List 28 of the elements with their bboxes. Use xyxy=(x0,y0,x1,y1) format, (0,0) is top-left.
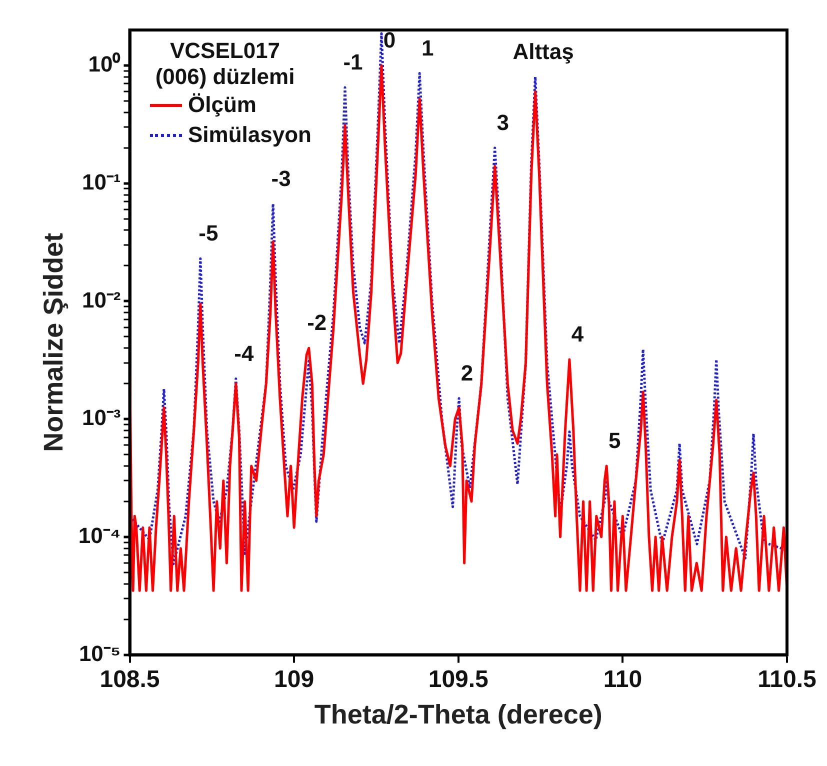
x-tick-label: 110 xyxy=(603,666,642,693)
annotation: 2 xyxy=(460,360,474,386)
y-axis-title: Normalize Şiddet xyxy=(38,232,69,452)
legend-title: VCSEL017 (006) düzlemi xyxy=(154,38,296,90)
y-tick-label: 10⁻¹ xyxy=(82,169,121,194)
y-tick-label: 10⁻⁵ xyxy=(78,640,121,666)
annotation: -1 xyxy=(343,50,363,75)
x-tick-label: 108.5 xyxy=(100,666,160,693)
x-tick-label: 110.5 xyxy=(758,666,816,693)
y-tick-label: 10⁻⁴ xyxy=(78,523,121,548)
annotation: -4 xyxy=(234,340,254,366)
annotation: 4 xyxy=(571,322,584,347)
x-tick-label: 109 xyxy=(274,666,314,693)
legend-label: Simülasyon xyxy=(188,122,312,148)
x-tick-label: 109.5 xyxy=(428,666,488,693)
annotation: 1 xyxy=(421,35,434,60)
y-tick-label: 10⁻³ xyxy=(82,405,121,430)
annotation: -2 xyxy=(307,310,327,336)
annotation: -3 xyxy=(271,166,291,191)
annotation: 0 xyxy=(383,28,396,53)
y-tick-label: 10⁻² xyxy=(82,287,121,312)
annotation: Alttaş xyxy=(512,38,574,64)
annotation: 3 xyxy=(496,110,509,135)
annotation: 5 xyxy=(608,428,621,454)
legend-label: Ölçüm xyxy=(188,92,256,118)
y-tick-label: 10⁰ xyxy=(88,52,121,77)
annotation: -5 xyxy=(198,220,218,246)
x-axis-title: Theta/2-Theta (derece) xyxy=(314,699,602,730)
